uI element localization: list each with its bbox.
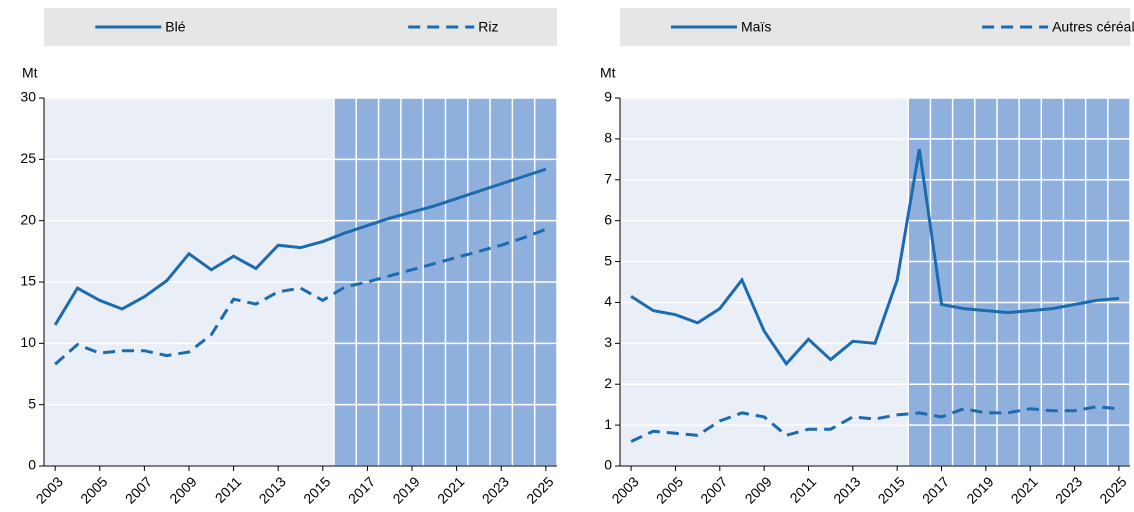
series-line: [630, 405, 1120, 443]
y-axis-label: Mt: [22, 65, 38, 81]
y-tick-label: 9: [604, 89, 612, 105]
x-tick-label: 2025: [523, 473, 556, 506]
x-tick-label: 2013: [256, 473, 289, 506]
x-tick-label: 2003: [33, 473, 66, 506]
x-tick-label: 2023: [479, 473, 512, 506]
x-tick-label: 2007: [697, 473, 730, 506]
x-tick-label: 2017: [345, 473, 378, 506]
y-tick-label: 1: [604, 416, 612, 432]
y-tick-label: 2: [604, 375, 612, 391]
x-tick-label: 2011: [787, 473, 820, 506]
series-line: [630, 148, 1120, 367]
x-tick-label: 2007: [122, 473, 155, 506]
y-tick-label: 8: [604, 130, 612, 146]
x-tick-label: 2019: [389, 473, 422, 506]
y-tick-label: 3: [604, 334, 612, 350]
x-tick-label: 2015: [875, 473, 908, 506]
x-tick-label: 2015: [300, 473, 333, 506]
legend-label: Riz: [478, 19, 498, 35]
x-tick-label: 2025: [1096, 473, 1129, 506]
y-tick-label: 0: [604, 457, 612, 473]
x-tick-label: 2021: [434, 473, 467, 506]
x-tick-label: 2019: [963, 473, 996, 506]
x-tick-label: 2005: [77, 473, 110, 506]
y-tick-label: 20: [20, 211, 36, 227]
x-tick-label: 2021: [1008, 473, 1041, 506]
x-tick-label: 2013: [830, 473, 863, 506]
legend-label: Maïs: [741, 19, 771, 35]
y-tick-label: 15: [20, 273, 36, 289]
legend-label: Blé: [165, 19, 185, 35]
y-tick-label: 0: [28, 457, 36, 473]
x-tick-label: 2017: [919, 473, 952, 506]
x-tick-label: 2003: [608, 473, 641, 506]
y-tick-label: 5: [28, 395, 36, 411]
x-tick-label: 2009: [166, 473, 199, 506]
y-tick-label: 10: [20, 334, 36, 350]
y-tick-label: 5: [604, 252, 612, 268]
y-tick-label: 4: [604, 293, 612, 309]
x-tick-label: 2005: [653, 473, 686, 506]
x-tick-label: 2009: [742, 473, 775, 506]
x-tick-label: 2011: [212, 473, 245, 506]
y-tick-label: 25: [20, 150, 36, 166]
series-line: [54, 227, 547, 366]
series-line: [53, 167, 547, 326]
legend-label: Autres céréales second.: [1052, 19, 1134, 35]
x-tick-label: 2023: [1052, 473, 1085, 506]
y-axis-label: Mt: [600, 65, 616, 81]
y-tick-label: 30: [20, 89, 36, 105]
y-tick-label: 7: [604, 170, 612, 186]
y-tick-label: 6: [604, 211, 612, 227]
